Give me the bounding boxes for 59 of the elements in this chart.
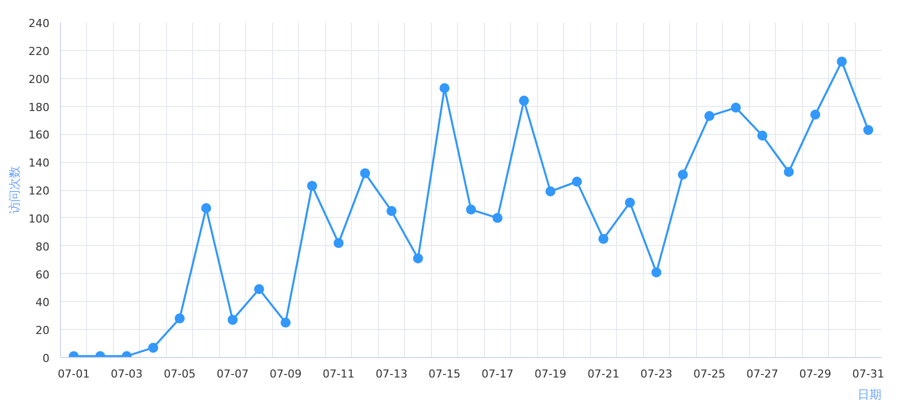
x-tick-label: 07-23 (640, 368, 672, 380)
x-tick-label: 07-25 (693, 368, 726, 380)
point (360, 168, 370, 178)
point (174, 313, 185, 324)
point (492, 212, 502, 223)
y-tick-label: 100 (28, 212, 50, 226)
point (334, 238, 344, 248)
y-tick-label: 20 (36, 324, 50, 338)
y-tick-label: 0 (42, 352, 50, 365)
point (624, 198, 635, 208)
point (201, 203, 212, 214)
y-tick-label: 220 (28, 44, 50, 58)
point (863, 124, 874, 135)
point (545, 186, 556, 196)
y-tick-label: 60 (36, 268, 50, 282)
point (704, 111, 714, 122)
x-tick-label: 07-15 (428, 368, 461, 380)
point (598, 234, 608, 244)
point (784, 166, 794, 177)
y-tick-label: 140 (28, 156, 50, 170)
x-tick-label: 07-11 (322, 368, 355, 380)
y-tick-label: 180 (28, 100, 50, 114)
point (307, 180, 318, 191)
point (572, 176, 582, 187)
y-tick-label: 160 (28, 128, 50, 142)
x-tick-label: 07-31 (852, 368, 884, 380)
x-tick-label: 07-17 (482, 368, 514, 380)
point (148, 342, 158, 353)
x-tick-label: 07-19 (534, 368, 566, 380)
point (651, 267, 662, 278)
x-tick-label: 07-13 (376, 368, 408, 380)
point (518, 96, 529, 106)
x-tick-label: 07-05 (164, 368, 196, 380)
point (413, 253, 424, 264)
point (386, 206, 397, 216)
x-tick-label: 07-29 (799, 368, 832, 380)
y-tick-label: 200 (28, 72, 50, 86)
y-axis-title: 访问次数 (8, 166, 22, 214)
x-tick-label: 07-21 (587, 368, 620, 380)
y-tick-label: 240 (28, 17, 50, 30)
y-tick-label: 40 (36, 296, 50, 310)
point (757, 130, 768, 141)
y-tick-label: 80 (36, 240, 50, 254)
point (730, 102, 741, 113)
point (836, 56, 847, 67)
x-tick-label: 07-01 (58, 368, 90, 380)
x-tick-label: 07-27 (746, 368, 778, 380)
point (280, 318, 291, 328)
x-tick-label: 07-03 (110, 368, 143, 380)
x-tick-label: 07-07 (216, 368, 249, 380)
x-tick-label: 07-09 (270, 368, 302, 380)
x-axis-title: 日期 (858, 388, 882, 402)
point (440, 83, 450, 94)
y-tick-label: 120 (28, 184, 50, 198)
point (228, 314, 238, 325)
point (466, 204, 476, 215)
point (678, 170, 688, 180)
point (254, 284, 264, 294)
point (810, 110, 820, 120)
